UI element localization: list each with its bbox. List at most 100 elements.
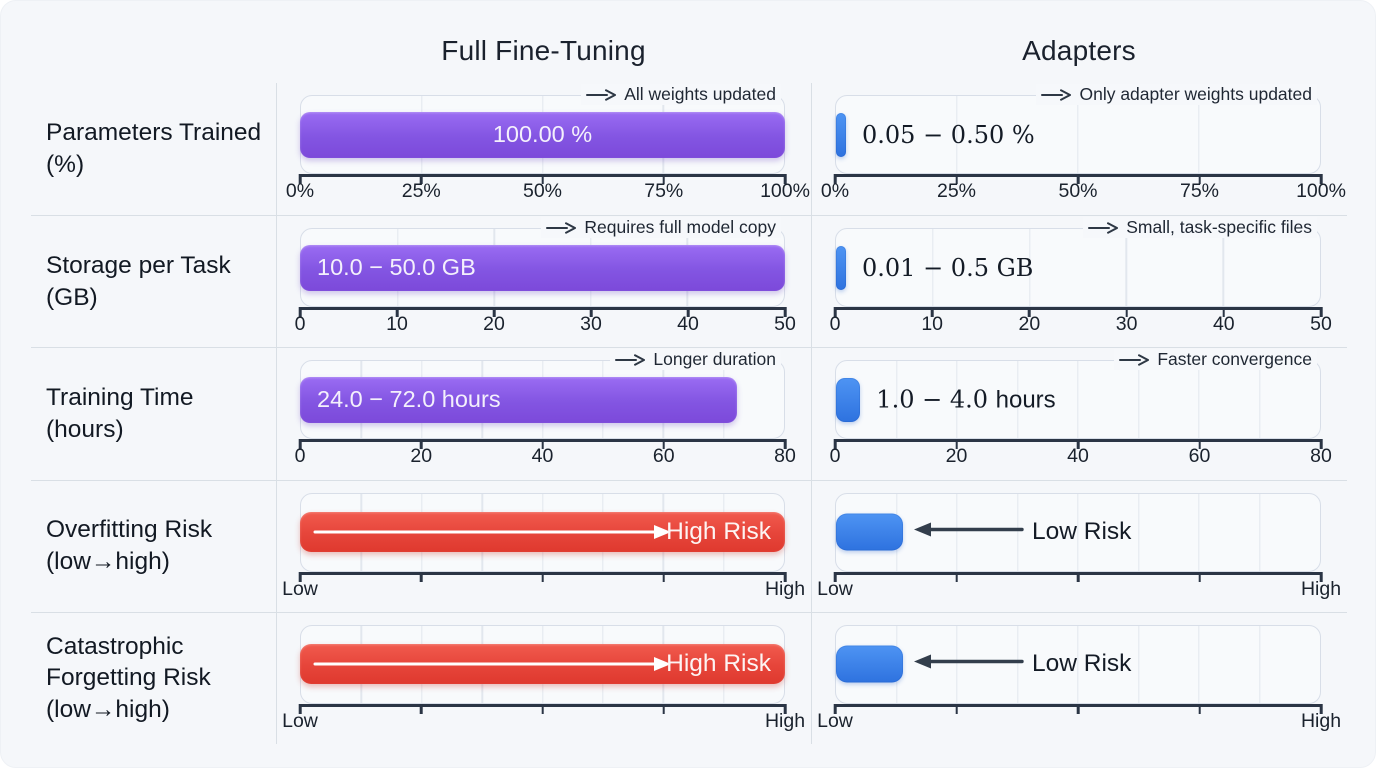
axis-tick	[541, 571, 544, 582]
risk-label-high: High Risk	[666, 518, 771, 546]
gridline	[956, 96, 958, 173]
tick-label: 100%	[1296, 180, 1346, 202]
high-risk-arrow-icon	[313, 525, 671, 540]
axis-tick	[1319, 439, 1323, 450]
axis-tick	[298, 703, 302, 714]
risk-label-low: Low Risk	[1032, 650, 1132, 678]
comparison-grid: Parameters Trained (%) All weights update…	[31, 83, 1347, 744]
axis-tick	[1319, 703, 1323, 714]
gridline	[1198, 96, 1200, 173]
axis-tick-labels: 0 10 20 30 40 50	[830, 313, 1332, 340]
chart-cell-adapters-storage-per-task-gb: Small, task-specific files 0.01 − 0.5 GB 0…	[811, 215, 1347, 348]
axis-tick-labels: 0 10 20 30 40 50	[295, 313, 796, 340]
axis-line	[833, 439, 1323, 450]
axis-tick	[662, 439, 666, 450]
chart-cell-adapters-training-time-hours: Faster convergence 1.0 − 4.0 hours 0 20 40 60…	[811, 347, 1347, 480]
axis-tick	[833, 571, 837, 582]
tick-label: 0	[294, 445, 306, 468]
axis-line	[298, 571, 787, 582]
gridline	[1077, 96, 1079, 173]
plot-panel	[835, 492, 1321, 572]
tick-label: 0	[829, 445, 841, 468]
gridline	[1137, 361, 1140, 439]
annotation: All weights updated	[581, 84, 781, 105]
annotation-text: All weights updated	[624, 84, 776, 104]
tick-label: High	[764, 577, 806, 600]
tick-label: 20	[945, 445, 968, 468]
gridline	[932, 229, 934, 307]
plot-area: Only adapter weights updated 0.05 − 0.50 …	[835, 84, 1321, 174]
chart-cell-adapters-overfitting-risk-low-high: Low Risk Low High	[811, 479, 1347, 612]
gridline	[1198, 493, 1200, 571]
risk-bar-full: High Risk	[300, 644, 785, 685]
annotation-text: Requires full model copy	[584, 217, 776, 238]
axis-line	[833, 571, 1323, 582]
low-risk-arrow-icon	[914, 654, 1024, 669]
tick-label: 40	[1212, 313, 1235, 336]
gridline	[1028, 229, 1031, 307]
axis-tick-labels: 0% 25% 50% 75% 100%	[286, 180, 810, 207]
bar-value-label: 10.0 − 50.0 GB	[317, 254, 476, 281]
plot-area: Requires full model copy 10.0 − 50.0 GB	[300, 217, 785, 308]
tick-label: 50%	[522, 180, 563, 202]
axis-tick	[395, 307, 399, 318]
axis-tick	[783, 571, 787, 582]
metric-label: Training Time (hours)	[46, 384, 194, 443]
gridline	[1137, 493, 1140, 571]
tick-label: 60	[652, 445, 675, 468]
plot-area: High Risk	[300, 492, 785, 572]
axis-tick	[419, 174, 423, 184]
column-header-full-fine-tuning: Full Fine-Tuning	[441, 35, 646, 66]
gridline	[1016, 493, 1019, 571]
axis-tick	[955, 174, 958, 184]
tick-label: 20	[410, 445, 433, 468]
annotation-arrow-icon	[1041, 88, 1072, 101]
plot-area: Low Risk	[835, 492, 1321, 572]
axis-tick	[298, 439, 302, 450]
tick-label: 75%	[1179, 180, 1220, 202]
metric-label-cell: Training Time (hours)	[31, 347, 276, 479]
axis-tick	[662, 571, 666, 582]
value-bar-full: 24.0 − 72.0 hours	[300, 376, 737, 423]
tick-label: 25%	[936, 180, 977, 202]
axis-tick	[419, 571, 423, 582]
annotation: Requires full model copy	[541, 217, 781, 239]
axis-tick	[1319, 307, 1323, 318]
axis-line	[298, 174, 787, 184]
adapter-value-number: 0.05 − 0.50	[862, 120, 1012, 149]
metric-label-cell: Overfitting Risk (low→high)	[31, 479, 276, 612]
axis-tick	[1198, 174, 1201, 184]
axis-tick	[783, 439, 787, 450]
low-risk-arrow	[912, 654, 1024, 675]
plot-panel	[835, 360, 1321, 440]
metric-label: Parameters Trained (%)	[46, 119, 262, 179]
tick-label: 50	[774, 313, 796, 336]
axis-tick	[541, 439, 544, 450]
gridline	[1198, 361, 1200, 439]
axis-tick	[1222, 307, 1226, 318]
annotation: Small, task-specific files	[1083, 217, 1317, 239]
tick-label: 30	[1115, 313, 1138, 336]
tick-label: 80	[774, 445, 796, 468]
value-bar-adapter	[836, 112, 846, 157]
axis-tick	[783, 703, 787, 714]
axis-line	[298, 307, 787, 318]
gridline	[1077, 625, 1079, 703]
axis-tick	[589, 307, 593, 318]
tick-label: Low	[282, 709, 318, 732]
tick-label: 20	[1018, 313, 1041, 336]
chart-cell-full-parameters-trained: All weights updated 100.00 % 0% 25% 50% 75% 10…	[276, 83, 811, 216]
chart-cell-full-storage-per-task-gb: Requires full model copy 10.0 − 50.0 GB 0 1…	[276, 215, 811, 348]
tick-label: 0%	[285, 180, 315, 202]
value-bar-full: 100.00 %	[300, 111, 785, 158]
tick-label: 75%	[644, 180, 684, 202]
tick-label: 50%	[1058, 180, 1098, 202]
chart-cell-adapters-catastrophic-forgetting-risk-low-high: Low Risk Low High	[811, 611, 1347, 744]
axis-tick-labels: Low High	[282, 578, 805, 605]
axis-tick	[1076, 174, 1080, 184]
risk-bar-full: High Risk	[300, 512, 785, 553]
axis-tick	[541, 174, 544, 184]
adapter-value-unit: GB	[996, 253, 1034, 282]
axis-line	[298, 703, 787, 714]
